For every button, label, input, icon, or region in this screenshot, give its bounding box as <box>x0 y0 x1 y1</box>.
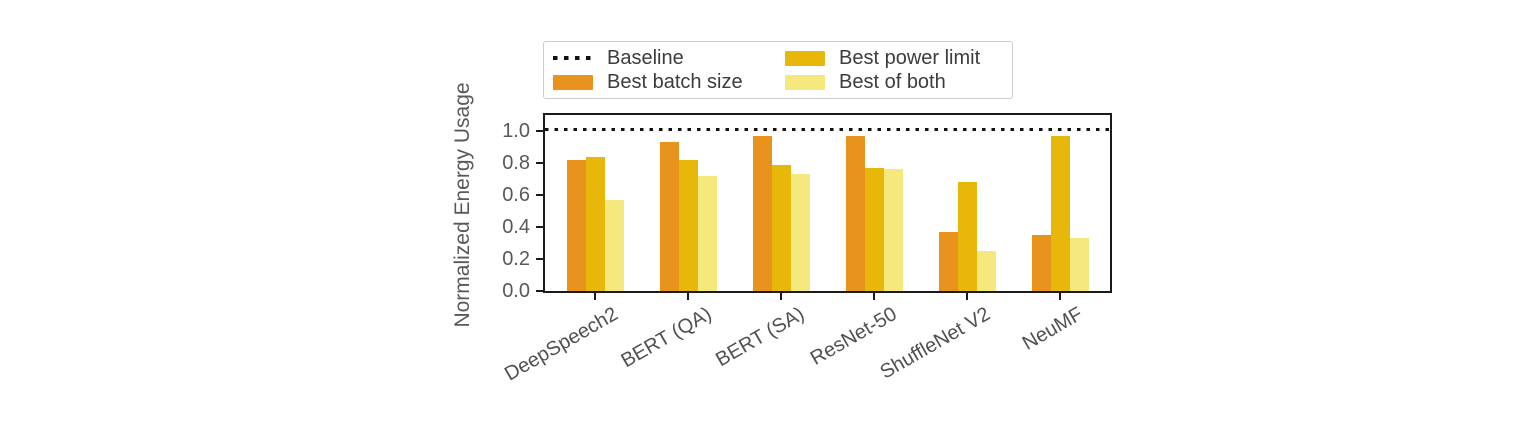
legend-item-best-power-limit: Best power limit <box>785 46 1006 70</box>
legend-label: Best power limit <box>839 46 981 69</box>
y-tick-label-0.8: 0.8 <box>502 152 530 174</box>
legend-label: Best of both <box>839 70 946 93</box>
legend-label: Best batch size <box>607 70 743 93</box>
plot-area <box>543 113 1112 293</box>
y-tick-mark <box>536 258 543 260</box>
y-tick-mark <box>536 290 543 292</box>
bar-best-of-both-resnet-50 <box>883 169 903 291</box>
y-axis-title: Normalized Energy Usage <box>451 82 474 328</box>
legend-label: Baseline <box>607 46 684 69</box>
x-tick-mark <box>1059 293 1061 300</box>
bar-best-power-limit-bert-qa <box>678 160 698 291</box>
bar-best-of-both-bert-qa <box>697 176 717 291</box>
x-tick-mark <box>873 293 875 300</box>
y-tick-label-0.6: 0.6 <box>502 184 530 206</box>
bar-best-batch-size-shufflenet-v2 <box>938 232 958 291</box>
legend-item-best-of-both: Best of both <box>785 70 1006 94</box>
legend-swatch-best-power-limit <box>785 50 825 66</box>
legend-item-best-batch-size: Best batch size <box>553 70 785 94</box>
legend-item-baseline: Baseline <box>553 46 785 70</box>
bar-best-power-limit-bert-sa <box>771 165 791 291</box>
bar-best-batch-size-resnet-50 <box>845 136 865 291</box>
x-tick-mark <box>966 293 968 300</box>
bar-best-batch-size-bert-qa <box>659 142 679 291</box>
y-tick-mark <box>536 130 543 132</box>
x-tick-label-deepspeech2: DeepSpeech2 <box>501 303 622 386</box>
baseline-dotted-line <box>545 128 1110 131</box>
x-tick-label-bert-sa: BERT (SA) <box>711 303 808 372</box>
baseline-dotted-line-icon <box>553 56 593 60</box>
bar-best-of-both-shufflenet-v2 <box>976 251 996 291</box>
bar-best-of-both-deepspeech2 <box>604 200 624 291</box>
bar-best-batch-size-deepspeech2 <box>566 160 586 291</box>
legend-swatch-best-of-both <box>785 74 825 90</box>
y-tick-label-0.0: 0.0 <box>502 280 530 302</box>
x-tick-label-bert-qa: BERT (QA) <box>617 303 715 373</box>
y-tick-label-1.0: 1.0 <box>502 120 530 142</box>
y-tick-label-0.2: 0.2 <box>502 248 530 270</box>
bar-best-power-limit-resnet-50 <box>864 168 884 291</box>
bar-best-power-limit-shufflenet-v2 <box>957 182 977 291</box>
bar-best-batch-size-bert-sa <box>752 136 772 291</box>
chart-legend: Baseline Best batch size Best power limit B… <box>543 41 1013 99</box>
bar-best-batch-size-neumf <box>1031 235 1051 291</box>
bar-best-power-limit-neumf <box>1050 136 1070 291</box>
y-tick-mark <box>536 226 543 228</box>
bar-best-power-limit-deepspeech2 <box>585 157 605 291</box>
x-tick-mark <box>594 293 596 300</box>
x-tick-mark <box>780 293 782 300</box>
bar-best-of-both-bert-sa <box>790 174 810 291</box>
x-tick-mark <box>687 293 689 300</box>
y-tick-label-0.4: 0.4 <box>502 216 530 238</box>
legend-swatch-best-batch-size <box>553 74 593 90</box>
y-tick-mark <box>536 162 543 164</box>
bar-best-of-both-neumf <box>1069 238 1089 291</box>
y-tick-mark <box>536 194 543 196</box>
x-tick-label-neumf: NeuMF <box>1019 303 1087 355</box>
